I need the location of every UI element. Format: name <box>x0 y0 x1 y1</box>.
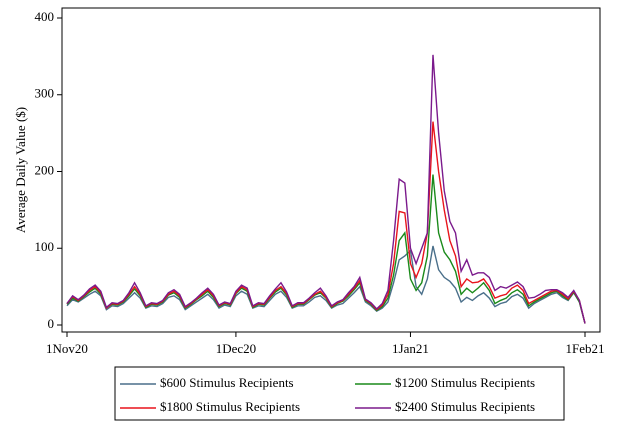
series-line <box>66 121 586 324</box>
x-tick-label: 1Nov20 <box>46 341 88 356</box>
plot-frame <box>61 7 601 333</box>
x-tick-label: 1Dec20 <box>216 341 256 356</box>
x-tick-label: 1Feb21 <box>566 341 605 356</box>
legend-label: $600 Stimulus Recipients <box>160 375 294 390</box>
legend-label: $1800 Stimulus Recipients <box>160 399 300 414</box>
y-tick-label: 0 <box>48 316 55 331</box>
legend <box>114 366 565 421</box>
y-tick-label: 200 <box>35 162 55 177</box>
y-tick-label: 300 <box>35 86 55 101</box>
legend-label: $2400 Stimulus Recipients <box>395 399 535 414</box>
y-tick-label: 400 <box>35 9 55 24</box>
y-tick-label: 100 <box>35 239 55 254</box>
y-axis-label: Average Daily Value ($) <box>13 107 28 233</box>
series-line <box>66 245 586 324</box>
x-tick-label: 1Jan21 <box>392 341 429 356</box>
series-line <box>66 54 586 324</box>
legend-label: $1200 Stimulus Recipients <box>395 375 535 390</box>
